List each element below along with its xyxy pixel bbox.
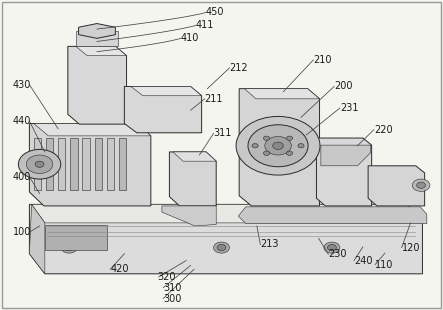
FancyBboxPatch shape <box>70 138 78 190</box>
Text: 231: 231 <box>340 103 358 113</box>
Text: 212: 212 <box>229 63 248 73</box>
FancyBboxPatch shape <box>82 138 89 190</box>
Circle shape <box>298 144 304 148</box>
Circle shape <box>236 117 320 175</box>
Circle shape <box>265 136 291 155</box>
Polygon shape <box>316 138 372 206</box>
Polygon shape <box>76 31 118 46</box>
Circle shape <box>214 242 229 253</box>
FancyBboxPatch shape <box>94 138 102 190</box>
Circle shape <box>26 155 53 174</box>
Text: 411: 411 <box>196 20 214 30</box>
Polygon shape <box>76 46 127 55</box>
Text: 211: 211 <box>205 94 223 104</box>
Text: 220: 220 <box>374 125 392 135</box>
Circle shape <box>248 125 308 167</box>
Text: 230: 230 <box>328 249 347 259</box>
FancyBboxPatch shape <box>119 138 126 190</box>
Polygon shape <box>321 145 371 166</box>
Polygon shape <box>124 86 202 133</box>
Text: 300: 300 <box>163 294 182 303</box>
Text: 430: 430 <box>13 80 31 90</box>
FancyBboxPatch shape <box>107 138 114 190</box>
Polygon shape <box>239 89 319 206</box>
Circle shape <box>35 161 44 167</box>
Text: 400: 400 <box>13 172 31 182</box>
Polygon shape <box>45 225 107 250</box>
Circle shape <box>324 242 340 253</box>
Polygon shape <box>29 204 423 274</box>
Text: 410: 410 <box>181 33 199 43</box>
Circle shape <box>18 149 61 179</box>
Circle shape <box>412 179 430 191</box>
Polygon shape <box>169 152 216 206</box>
Text: 310: 310 <box>163 283 182 293</box>
Circle shape <box>252 144 258 148</box>
Circle shape <box>61 242 77 253</box>
Text: 240: 240 <box>354 255 373 266</box>
Circle shape <box>264 151 270 155</box>
Polygon shape <box>245 89 319 99</box>
Polygon shape <box>68 46 127 124</box>
Circle shape <box>65 245 74 251</box>
Circle shape <box>264 136 270 140</box>
Circle shape <box>417 182 426 188</box>
Polygon shape <box>34 123 151 136</box>
Circle shape <box>217 245 226 251</box>
FancyBboxPatch shape <box>58 138 66 190</box>
Polygon shape <box>238 207 427 224</box>
Polygon shape <box>368 166 425 206</box>
Polygon shape <box>29 204 45 274</box>
Text: 210: 210 <box>313 55 332 65</box>
Polygon shape <box>31 204 423 223</box>
Text: 440: 440 <box>13 116 31 126</box>
Circle shape <box>287 151 292 155</box>
Text: 311: 311 <box>214 128 232 138</box>
Text: 450: 450 <box>206 7 225 17</box>
Polygon shape <box>78 24 115 38</box>
Circle shape <box>273 142 284 149</box>
Text: 100: 100 <box>13 227 31 237</box>
Text: 110: 110 <box>375 259 393 270</box>
Text: 420: 420 <box>110 264 129 274</box>
FancyBboxPatch shape <box>46 138 53 190</box>
Polygon shape <box>29 123 151 206</box>
Polygon shape <box>162 206 216 226</box>
Circle shape <box>327 245 336 251</box>
Polygon shape <box>131 86 202 96</box>
Polygon shape <box>173 152 216 161</box>
Circle shape <box>287 136 292 140</box>
Text: 120: 120 <box>402 243 420 253</box>
Text: 320: 320 <box>157 272 176 282</box>
Text: 213: 213 <box>260 240 279 250</box>
FancyBboxPatch shape <box>34 138 41 190</box>
Text: 200: 200 <box>334 82 353 91</box>
